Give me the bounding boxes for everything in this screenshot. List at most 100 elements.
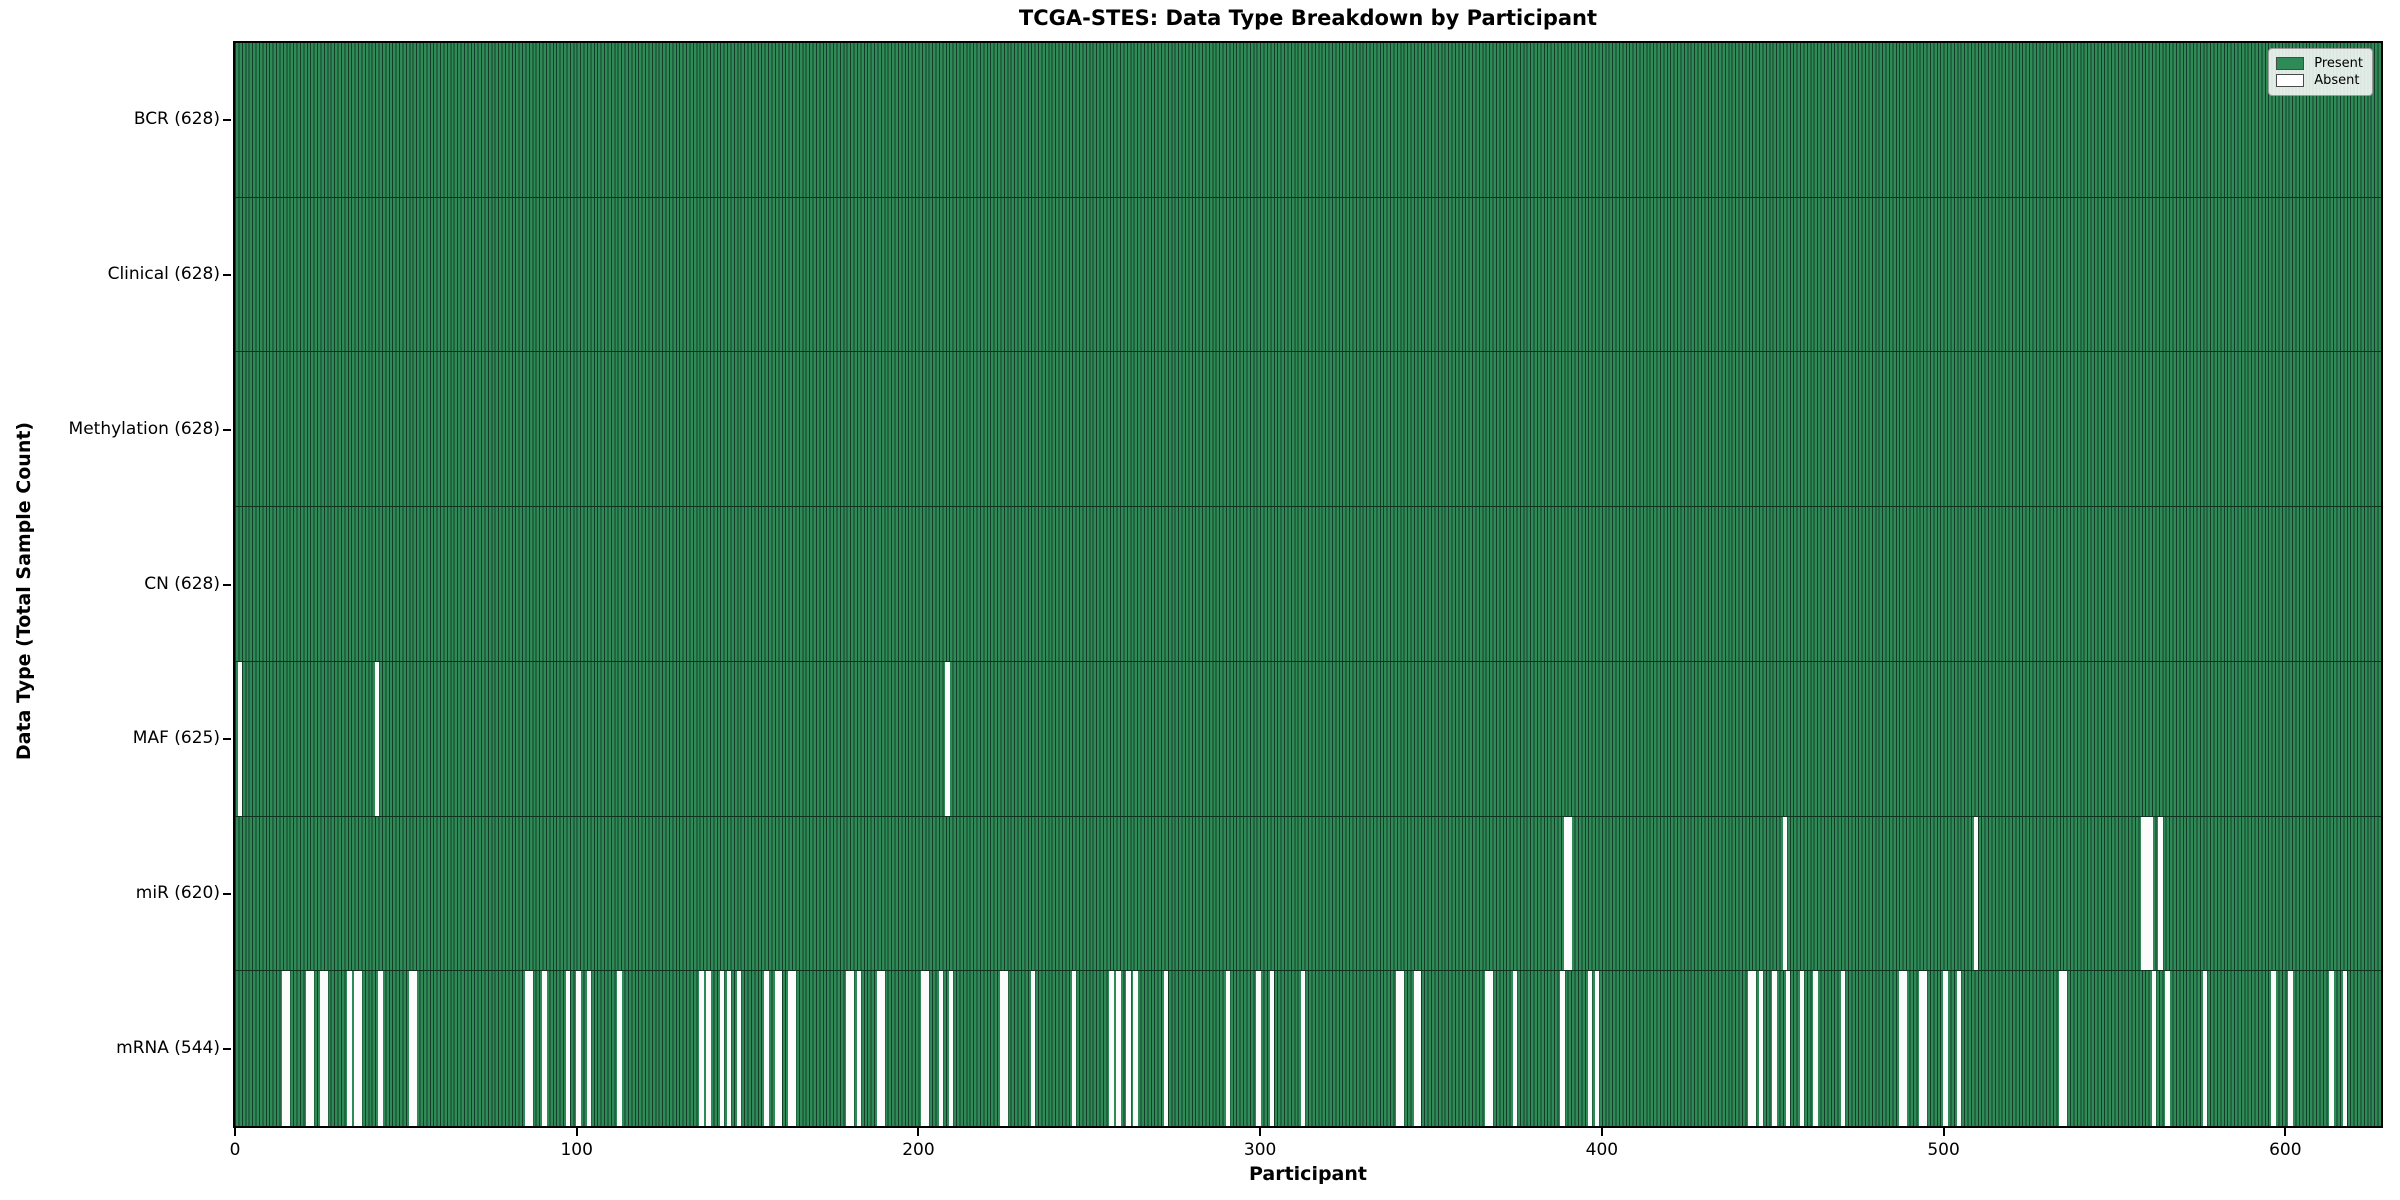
x-tick-200 <box>917 1128 920 1136</box>
absent-stripe-mRNA-374 <box>1512 971 1518 1126</box>
y-tick-label-Clinical: Clinical (628) <box>107 264 220 285</box>
absent-stripe-mRNA-443 <box>1748 971 1753 1126</box>
absent-stripe-mRNA-565 <box>2165 971 2170 1126</box>
absent-stripe-mRNA-446 <box>1758 971 1764 1126</box>
absent-stripe-mRNA-458 <box>1799 971 1805 1126</box>
y-tick-label-miR: miR (620) <box>135 882 220 903</box>
absent-stripe-mRNA-303 <box>1270 971 1275 1126</box>
absent-stripe-miR-389 <box>1563 816 1569 971</box>
absent-stripe-mRNA-261 <box>1126 971 1131 1126</box>
absent-stripe-mRNA-22 <box>309 971 315 1126</box>
absent-stripe-mRNA-263 <box>1133 971 1138 1126</box>
absent-stripe-mRNA-189 <box>880 971 885 1126</box>
absent-stripe-mRNA-450 <box>1772 971 1777 1126</box>
absent-stripe-mRNA-504 <box>1956 971 1962 1126</box>
heat-row-miR <box>235 816 2381 972</box>
legend: Present Absent <box>2268 48 2373 96</box>
absent-stripe-mRNA-272 <box>1164 971 1169 1126</box>
absent-stripe-MAF-41 <box>374 661 380 816</box>
heat-row-mRNA <box>235 971 2381 1126</box>
y-tick-Clinical <box>223 274 231 277</box>
absent-stripe-mRNA-488 <box>1902 971 1907 1126</box>
absent-stripe-mRNA-103 <box>586 971 591 1126</box>
absent-stripe-mRNA-470 <box>1840 971 1846 1126</box>
absent-stripe-mRNA-312 <box>1300 971 1306 1126</box>
present-swatch-icon <box>2276 57 2305 70</box>
absent-stripe-mRNA-144 <box>726 971 732 1126</box>
absent-stripe-mRNA-462 <box>1813 971 1818 1126</box>
y-tick-label-Methylation: Methylation (628) <box>68 418 220 439</box>
y-tick-label-BCR: BCR (628) <box>133 109 220 130</box>
x-tick-label-500: 500 <box>1927 1140 1960 1160</box>
absent-stripe-mRNA-100 <box>576 971 581 1126</box>
absent-stripe-mRNA-202 <box>924 971 930 1126</box>
absent-stripe-mRNA-179 <box>846 971 851 1126</box>
absent-stripe-mRNA-182 <box>856 971 861 1126</box>
heat-row-CN <box>235 507 2381 662</box>
absent-stripe-mRNA-159 <box>777 971 783 1126</box>
y-tick-label-mRNA: mRNA (544) <box>116 1037 220 1058</box>
legend-item-absent: Absent <box>2276 73 2363 88</box>
absent-stripe-mRNA-225 <box>1003 971 1008 1126</box>
absent-stripe-mRNA-51 <box>408 971 414 1126</box>
absent-stripe-miR-390 <box>1567 816 1572 971</box>
x-tick-label-600: 600 <box>2269 1140 2302 1160</box>
y-tick-BCR <box>223 119 231 122</box>
absent-stripe-mRNA-112 <box>617 971 622 1126</box>
absent-stripe-mRNA-180 <box>849 971 855 1126</box>
x-tick-label-0: 0 <box>229 1140 241 1160</box>
x-tick-300 <box>1259 1128 1262 1136</box>
plot-frame: Present Absent <box>233 41 2383 1128</box>
absent-swatch-icon <box>2276 74 2305 87</box>
x-tick-100 <box>575 1128 578 1136</box>
absent-stripe-mRNA-367 <box>1488 971 1494 1126</box>
heat-row-Methylation <box>235 352 2381 508</box>
x-tick-label-300: 300 <box>1243 1140 1277 1160</box>
absent-stripe-mRNA-52 <box>412 971 417 1126</box>
absent-stripe-miR-509 <box>1973 816 1979 971</box>
absent-stripe-MAF-208 <box>945 661 950 816</box>
plot-area <box>235 43 2381 1126</box>
absent-stripe-mRNA-86 <box>528 971 533 1126</box>
x-tick-500 <box>1942 1128 1945 1136</box>
absent-stripe-mRNA-201 <box>921 971 926 1126</box>
y-tick-mRNA <box>223 1047 231 1050</box>
absent-stripe-mRNA-454 <box>1786 971 1791 1126</box>
absent-stripe-mRNA-601 <box>2288 971 2293 1126</box>
absent-stripe-mRNA-346 <box>1416 971 1422 1126</box>
absent-stripe-mRNA-162 <box>788 971 793 1126</box>
absent-stripe-mRNA-535 <box>2062 971 2068 1126</box>
absent-stripe-mRNA-136 <box>699 971 704 1126</box>
absent-stripe-mRNA-206 <box>938 971 943 1126</box>
absent-stripe-mRNA-290 <box>1225 971 1230 1126</box>
legend-label-present: Present <box>2314 56 2363 71</box>
x-axis-title: Participant <box>1248 1163 1367 1185</box>
y-tick-label-MAF: MAF (625) <box>132 728 220 749</box>
absent-stripe-mRNA-42 <box>378 971 383 1126</box>
absent-stripe-mRNA-561 <box>2151 971 2157 1126</box>
absent-stripe-mRNA-576 <box>2202 971 2208 1126</box>
absent-stripe-mRNA-224 <box>1000 971 1005 1126</box>
x-tick-400 <box>1600 1128 1603 1136</box>
absent-stripe-mRNA-233 <box>1030 971 1036 1126</box>
x-tick-label-400: 400 <box>1585 1140 1619 1160</box>
absent-stripe-mRNA-396 <box>1587 971 1593 1126</box>
absent-stripe-mRNA-85 <box>525 971 530 1126</box>
x-tick-label-100: 100 <box>560 1140 593 1160</box>
x-tick-0 <box>234 1128 236 1136</box>
absent-stripe-mRNA-596 <box>2271 971 2276 1126</box>
absent-stripe-mRNA-340 <box>1396 971 1401 1126</box>
absent-stripe-miR-559 <box>2144 816 2150 971</box>
absent-stripe-mRNA-36 <box>357 971 363 1126</box>
absent-stripe-mRNA-500 <box>1943 971 1948 1126</box>
absent-stripe-mRNA-245 <box>1071 971 1077 1126</box>
absent-stripe-mRNA-258 <box>1116 971 1121 1126</box>
absent-stripe-mRNA-142 <box>719 971 725 1126</box>
heat-row-BCR <box>235 43 2381 198</box>
absent-stripe-MAF-1 <box>238 661 243 816</box>
legend-label-absent: Absent <box>2314 73 2360 88</box>
absent-stripe-mRNA-209 <box>948 971 954 1126</box>
absent-stripe-mRNA-147 <box>736 971 742 1126</box>
y-tick-MAF <box>223 738 231 741</box>
